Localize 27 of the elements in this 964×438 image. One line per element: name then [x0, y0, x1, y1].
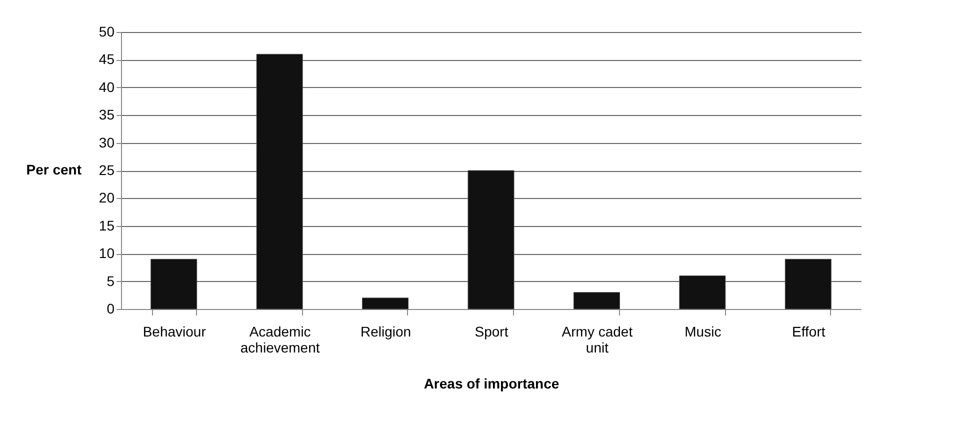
y-tick-label: 20 — [98, 190, 115, 206]
x-axis-title: Areas of importance — [424, 376, 560, 392]
x-tick-label: Academic achievement — [240, 324, 320, 356]
y-tick-label: 25 — [98, 162, 115, 178]
y-tick-label: 5 — [106, 272, 115, 289]
bar — [679, 276, 726, 310]
bar — [468, 170, 514, 310]
bar — [362, 298, 409, 310]
y-tick-label: 10 — [98, 245, 115, 262]
bar — [784, 258, 832, 310]
y-tick-label: 40 — [98, 78, 115, 95]
y-tick-label: 0 — [106, 300, 115, 316]
x-tick-label: Sport — [474, 324, 508, 340]
y-tick-label: 45 — [98, 51, 115, 68]
bar — [256, 54, 303, 310]
x-tick-label: Religion — [360, 324, 412, 340]
y-axis-title: Per cent — [26, 162, 82, 178]
y-tick-label: 15 — [98, 217, 115, 234]
x-tick-label: Music — [684, 324, 722, 340]
x-tick-label: Behaviour — [142, 324, 206, 340]
x-tick-label: Effort — [792, 324, 826, 340]
bar — [150, 258, 198, 310]
x-tick-label: Army cadet unit — [562, 324, 633, 356]
y-tick-label: 50 — [98, 24, 115, 40]
y-tick-label: 35 — [98, 106, 115, 123]
bar — [573, 292, 620, 310]
y-tick-label: 30 — [98, 134, 115, 150]
